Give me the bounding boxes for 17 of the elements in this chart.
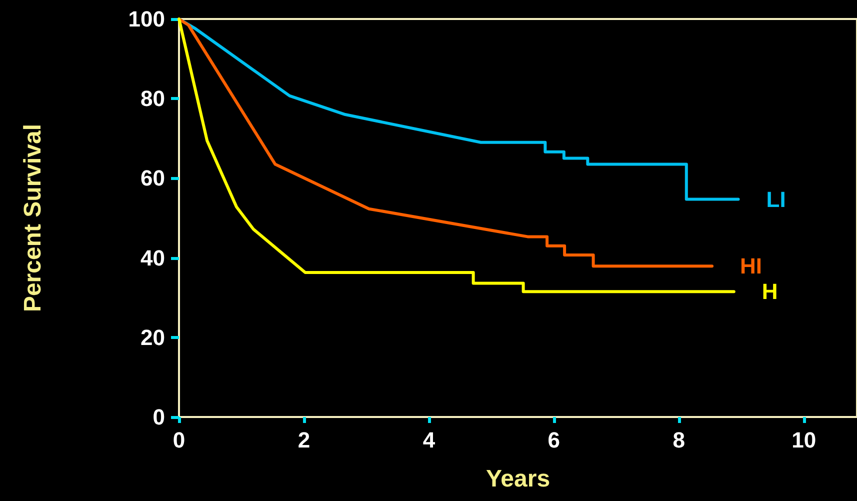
series-label: H	[762, 279, 778, 304]
x-tick-label: 4	[422, 428, 436, 452]
series-label: LI	[766, 186, 786, 212]
y-axis-title: Percent Survival	[20, 124, 46, 312]
x-tick-label: 8	[672, 428, 686, 452]
y-tick-label: 0	[152, 404, 165, 430]
y-tick-label: 40	[140, 245, 165, 270]
x-tick-label: 0	[172, 428, 186, 452]
y-tick-label: 60	[140, 166, 165, 191]
series-label: HI	[740, 254, 762, 279]
x-tick-label: 10	[792, 428, 816, 452]
x-tick-label: 2	[298, 428, 310, 452]
y-tick-label: 100	[128, 6, 165, 32]
y-tick-label: 80	[140, 86, 165, 112]
y-tick-label: 20	[140, 324, 165, 350]
x-axis-title: Years	[486, 466, 550, 492]
x-tick-label: 6	[548, 428, 560, 452]
